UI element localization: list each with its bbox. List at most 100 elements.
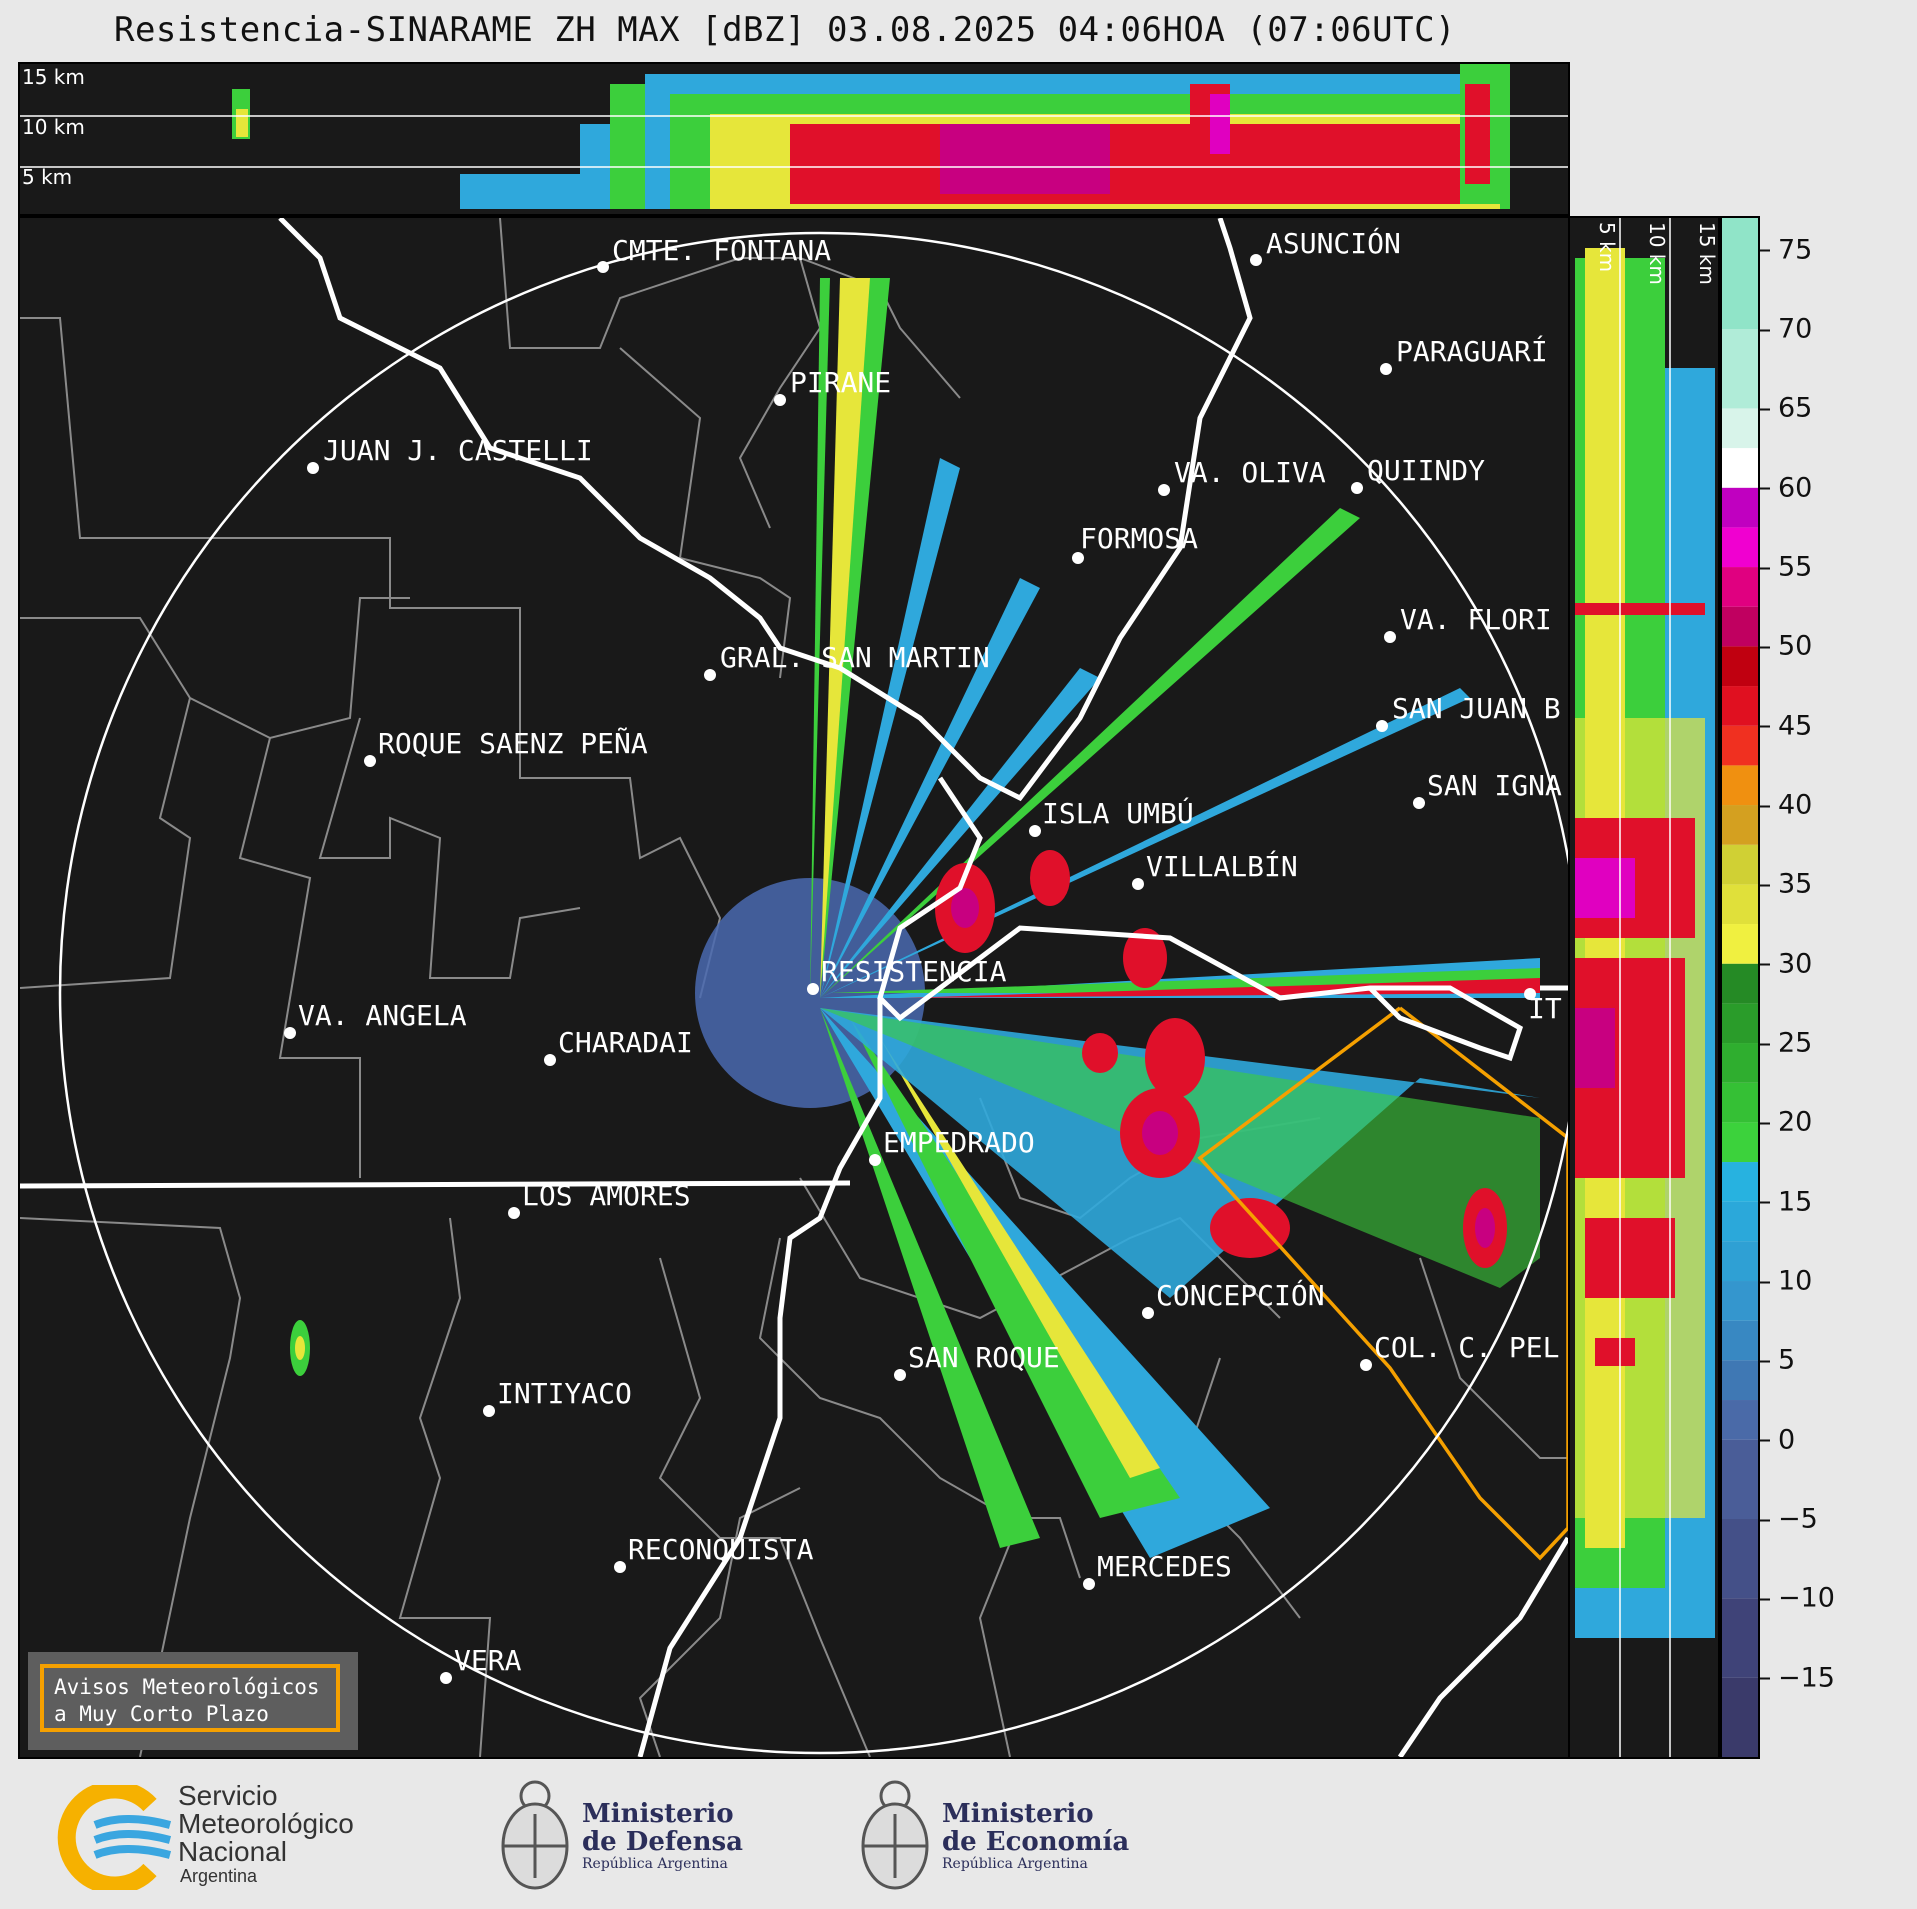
colorbar-tick-label: −10: [1760, 1583, 1835, 1614]
range-ring: [58, 231, 1568, 1755]
top-height-15km: 15 km: [22, 65, 85, 89]
map-title: Resistencia-SINARAME ZH MAX [dBZ] 03.08.…: [113, 10, 1457, 50]
city-label-gral-san-martin: GRAL. SAN MARTIN: [720, 641, 990, 674]
colorbar-band: [1722, 1122, 1758, 1163]
top-strip-echoes: [232, 64, 1510, 209]
smn-name-line1: Servicio: [178, 1780, 278, 1811]
city-label-va-flori: VA. FLORI: [1400, 603, 1552, 636]
right-height-15km: 15 km: [1695, 222, 1718, 285]
colorbar-tick-label: −15: [1760, 1662, 1835, 1693]
colorbar-band: [1722, 527, 1758, 568]
colorbar-tick-label: 70: [1760, 314, 1812, 345]
colorbar-band: [1722, 805, 1758, 845]
city-label-concepcion: CONCEPCIÓN: [1156, 1278, 1325, 1312]
economia-line3: República Argentina: [942, 1856, 1088, 1872]
colorbar-band: [1722, 725, 1758, 766]
dbz-colorbar: [1720, 216, 1760, 1759]
city-label-intiyaco: INTIYACO: [497, 1377, 632, 1410]
city-label-formosa: FORMOSA: [1080, 522, 1198, 555]
top-height-5km: 5 km: [22, 165, 72, 189]
city-label-reconquista: RECONQUISTA: [628, 1533, 814, 1566]
city-label-mercedes: MERCEDES: [1097, 1550, 1232, 1583]
colorbar-band: [1722, 606, 1758, 647]
city-label-va-oliva: VA. OLIVA: [1174, 456, 1326, 489]
city-label-los-amores: LOS AMORES: [522, 1179, 691, 1212]
colorbar-band: [1722, 884, 1758, 925]
colorbar-tick-label: 0: [1760, 1424, 1795, 1455]
colorbar-band: [1722, 1082, 1758, 1123]
colorbar-tick-label: 65: [1760, 393, 1812, 424]
colorbar-band: [1722, 1043, 1758, 1083]
economia-coat-of-arms-icon: [861, 1780, 929, 1890]
colorbar-band: [1722, 329, 1758, 409]
colorbar-band: [1722, 1360, 1758, 1401]
city-label-san-roque: SAN ROQUE: [908, 1341, 1060, 1374]
city-label-cmte-fontana: CMTE. FONTANA: [612, 234, 831, 267]
right-cross-section: 5 km 10 km 15 km: [1570, 216, 1720, 1759]
economia-line1: Ministerio: [942, 1799, 1094, 1829]
right-strip-echoes: [1575, 248, 1715, 1638]
defensa-line1: Ministerio: [582, 1799, 734, 1829]
admin-boundaries: [20, 218, 1568, 1757]
colorbar-tick-label: −5: [1760, 1504, 1818, 1535]
city-label-roque-saenz-pena: ROQUE SAENZ PEÑA: [378, 726, 648, 760]
city-markers: [284, 254, 1536, 1684]
colorbar-band: [1722, 844, 1758, 885]
warning-box[interactable]: Avisos Meteorológicos a Muy Corto Plazo: [28, 1652, 358, 1750]
city-label-va-angela: VA. ANGELA: [298, 999, 467, 1032]
colorbar-band: [1722, 963, 1758, 1004]
colorbar-tick-label: 15: [1760, 1186, 1812, 1217]
city-label-pirane: PIRANE: [790, 366, 891, 399]
colorbar-band: [1722, 1162, 1758, 1202]
city-label-charadai: CHARADAI: [558, 1026, 693, 1059]
city-label-paraguari: PARAGUARÍ: [1396, 334, 1548, 368]
colorbar-tick-label: 55: [1760, 552, 1812, 583]
city-label-isla-umbu: ISLA UMBÚ: [1042, 796, 1194, 830]
colorbar-band: [1722, 1598, 1758, 1678]
colorbar-tick-label: 50: [1760, 631, 1812, 662]
colorbar-tick-label: 30: [1760, 948, 1812, 979]
right-height-10km: 10 km: [1645, 222, 1669, 285]
economia-line2: de Economía: [942, 1827, 1130, 1857]
defensa-coat-of-arms-icon: [501, 1780, 569, 1890]
city-label-san-igna: SAN IGNA: [1427, 769, 1562, 802]
city-label-asuncion: ASUNCIÓN: [1266, 226, 1401, 260]
colorbar-tick-label: 35: [1760, 869, 1812, 900]
colorbar-tick-label: 60: [1760, 472, 1812, 503]
top-cross-section: 15 km 10 km 5 km: [18, 62, 1570, 216]
colorbar-band: [1722, 646, 1758, 687]
defensa-line2: de Defensa: [582, 1827, 743, 1857]
colorbar-band: [1722, 567, 1758, 607]
colorbar-band: [1722, 686, 1758, 726]
colorbar-band: [1722, 1201, 1758, 1242]
top-height-10km: 10 km: [22, 115, 85, 139]
colorbar-band: [1722, 448, 1758, 488]
city-label-resistencia: RESISTENCIA: [821, 955, 1007, 988]
city-label-san-juan-b: SAN JUAN B: [1392, 692, 1561, 725]
colorbar-tick-label: 75: [1760, 234, 1812, 265]
warning-line-1: Avisos Meteorológicos: [54, 1675, 320, 1699]
city-label-quiindy: QUIINDY: [1367, 454, 1485, 487]
colorbar-band: [1722, 924, 1758, 964]
city-label-it: IT: [1528, 992, 1562, 1025]
defensa-line3: República Argentina: [582, 1856, 728, 1872]
colorbar-tick-label: 20: [1760, 1107, 1812, 1138]
city-label-col-c-pel: COL. C. PEL: [1374, 1331, 1559, 1364]
city-label-empedrado: EMPEDRADO: [883, 1126, 1035, 1159]
colorbar-tick-label: 10: [1760, 1266, 1812, 1297]
colorbar-band: [1722, 1400, 1758, 1440]
smn-name-line4: Argentina: [180, 1866, 258, 1886]
right-height-5km: 5 km: [1595, 222, 1619, 272]
smn-logo-icon: [57, 1785, 172, 1890]
colorbar-band: [1722, 1320, 1758, 1361]
city-label-juan-j-castelli: JUAN J. CASTELLI: [323, 434, 593, 467]
warning-line-2: a Muy Corto Plazo: [54, 1702, 269, 1726]
smn-name-line3: Nacional: [178, 1836, 287, 1867]
colorbar-tick-label: 45: [1760, 710, 1812, 741]
city-label-villalbin: VILLALBÍN: [1146, 849, 1298, 883]
smn-name-line2: Meteorológico: [178, 1808, 354, 1839]
colorbar-band: [1722, 408, 1758, 449]
radar-map: CMTE. FONTANA ASUNCIÓN PARAGUARÍ PIRANE …: [18, 216, 1570, 1759]
colorbar-band: [1722, 765, 1758, 806]
colorbar-band: [1722, 1003, 1758, 1044]
